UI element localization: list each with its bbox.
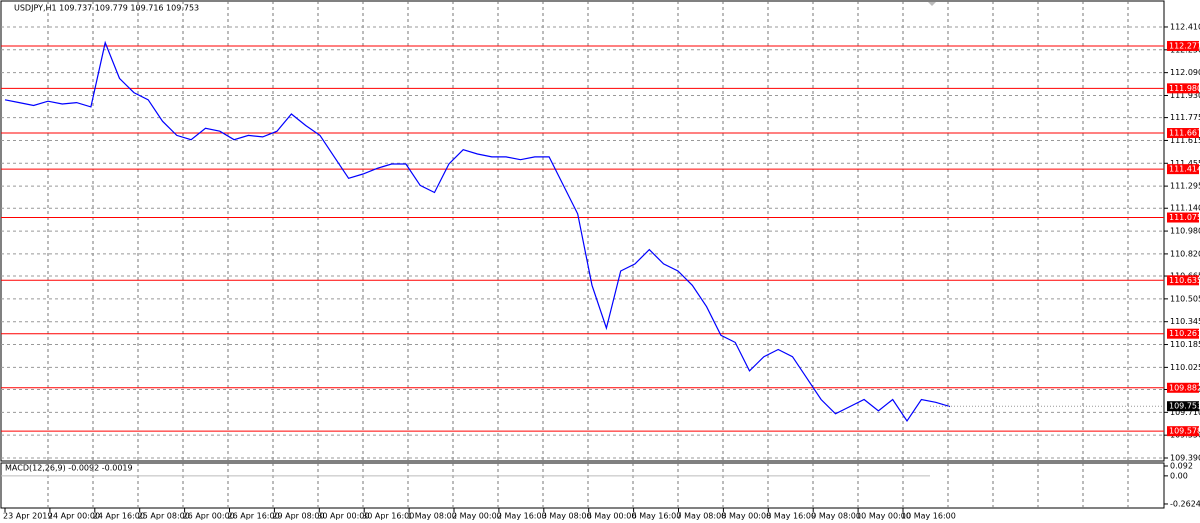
shift-marker — [928, 2, 936, 6]
x-tick-label: 30 Apr 16:00 — [362, 512, 414, 521]
x-tick-label: 10 May 16:00 — [901, 512, 956, 521]
y-tick-label: 111.775 — [1170, 113, 1200, 122]
macd-tick-label: 0.00 — [1170, 471, 1188, 480]
level-label: 110.635 — [1169, 276, 1200, 285]
level-tag — [1167, 328, 1199, 339]
price-line — [4, 40, 951, 422]
y-tick-label: 110.820 — [1170, 249, 1200, 258]
current-tag — [1167, 401, 1199, 412]
y-tick-label: 110.185 — [1170, 340, 1200, 349]
x-tick-label: 1 May 08:00 — [407, 512, 457, 521]
level-label: 109.578 — [1169, 427, 1200, 436]
x-tick-label: 7 May 08:00 — [677, 512, 727, 521]
y-tick-label: 111.295 — [1170, 182, 1200, 191]
level-tag — [1167, 212, 1199, 223]
level-tag — [1167, 426, 1199, 437]
x-tick-label: 2 May 00:00 — [452, 512, 502, 521]
x-tick-label: 3 May 08:00 — [542, 512, 592, 521]
y-tick-label: 110.025 — [1170, 363, 1200, 372]
level-label: 111.667 — [1169, 129, 1200, 138]
x-tick-label: 26 Apr 16:00 — [228, 512, 280, 521]
x-tick-label: 29 Apr 08:00 — [272, 512, 324, 521]
x-tick-label: 6 May 16:00 — [632, 512, 682, 521]
y-tick-label: 111.930 — [1170, 91, 1200, 100]
x-tick-label: 8 May 16:00 — [766, 512, 816, 521]
x-tick-label: 24 Apr 16:00 — [93, 512, 145, 521]
level-tag — [1167, 83, 1199, 94]
x-tick-label: 6 May 00:00 — [587, 512, 637, 521]
macd-tick-label: 0.092 — [1170, 462, 1193, 471]
level-tag — [1167, 275, 1199, 286]
x-tick-label: 30 Apr 00:00 — [317, 512, 369, 521]
y-tick-label: 111.455 — [1170, 159, 1200, 168]
x-tick-label: 26 Apr 00:00 — [183, 512, 235, 521]
y-tick-label: 110.980 — [1170, 227, 1200, 236]
level-label: 110.261 — [1169, 329, 1200, 338]
y-tick-label: 112.090 — [1170, 68, 1200, 77]
level-label: 112.277 — [1169, 41, 1200, 50]
y-tick-label: 110.345 — [1170, 317, 1200, 326]
y-tick-label: 112.410 — [1170, 22, 1200, 31]
x-tick-label: 9 May 08:00 — [811, 512, 861, 521]
y-tick-label: 109.710 — [1170, 408, 1200, 417]
x-tick-label: 24 Apr 00:00 — [48, 512, 100, 521]
header: USDJPY,H1 109.737 109.779 109.716 109.75… — [14, 4, 199, 13]
level-label: 111.980 — [1169, 84, 1200, 93]
macd-tick-label: -0.2624 — [1170, 499, 1200, 508]
macd-label: MACD(12,26,9) -0.0092 -0.0019 — [5, 464, 133, 473]
y-tick-label: 110.505 — [1170, 294, 1200, 303]
y-tick-label: 111.140 — [1170, 204, 1200, 213]
y-tick-label: 111.615 — [1170, 136, 1200, 145]
x-tick-label: 23 Apr 2019 — [3, 512, 52, 521]
level-tag — [1167, 164, 1199, 175]
x-tick-label: 25 Apr 08:00 — [138, 512, 190, 521]
current-label: 109.753 — [1169, 402, 1200, 411]
y-tick-label: 109.390 — [1170, 454, 1200, 463]
level-label: 109.882 — [1169, 383, 1200, 392]
level-tag — [1167, 382, 1199, 393]
x-tick-label: 8 May 00:00 — [721, 512, 771, 521]
level-tag — [1167, 40, 1199, 51]
x-tick-label: 2 May 16:00 — [497, 512, 547, 521]
macd-panel — [0, 462, 1165, 509]
level-label: 111.075 — [1169, 213, 1200, 222]
level-label: 111.414 — [1169, 165, 1200, 174]
level-tag — [1167, 128, 1199, 139]
x-tick-label: 10 May 00:00 — [856, 512, 911, 521]
